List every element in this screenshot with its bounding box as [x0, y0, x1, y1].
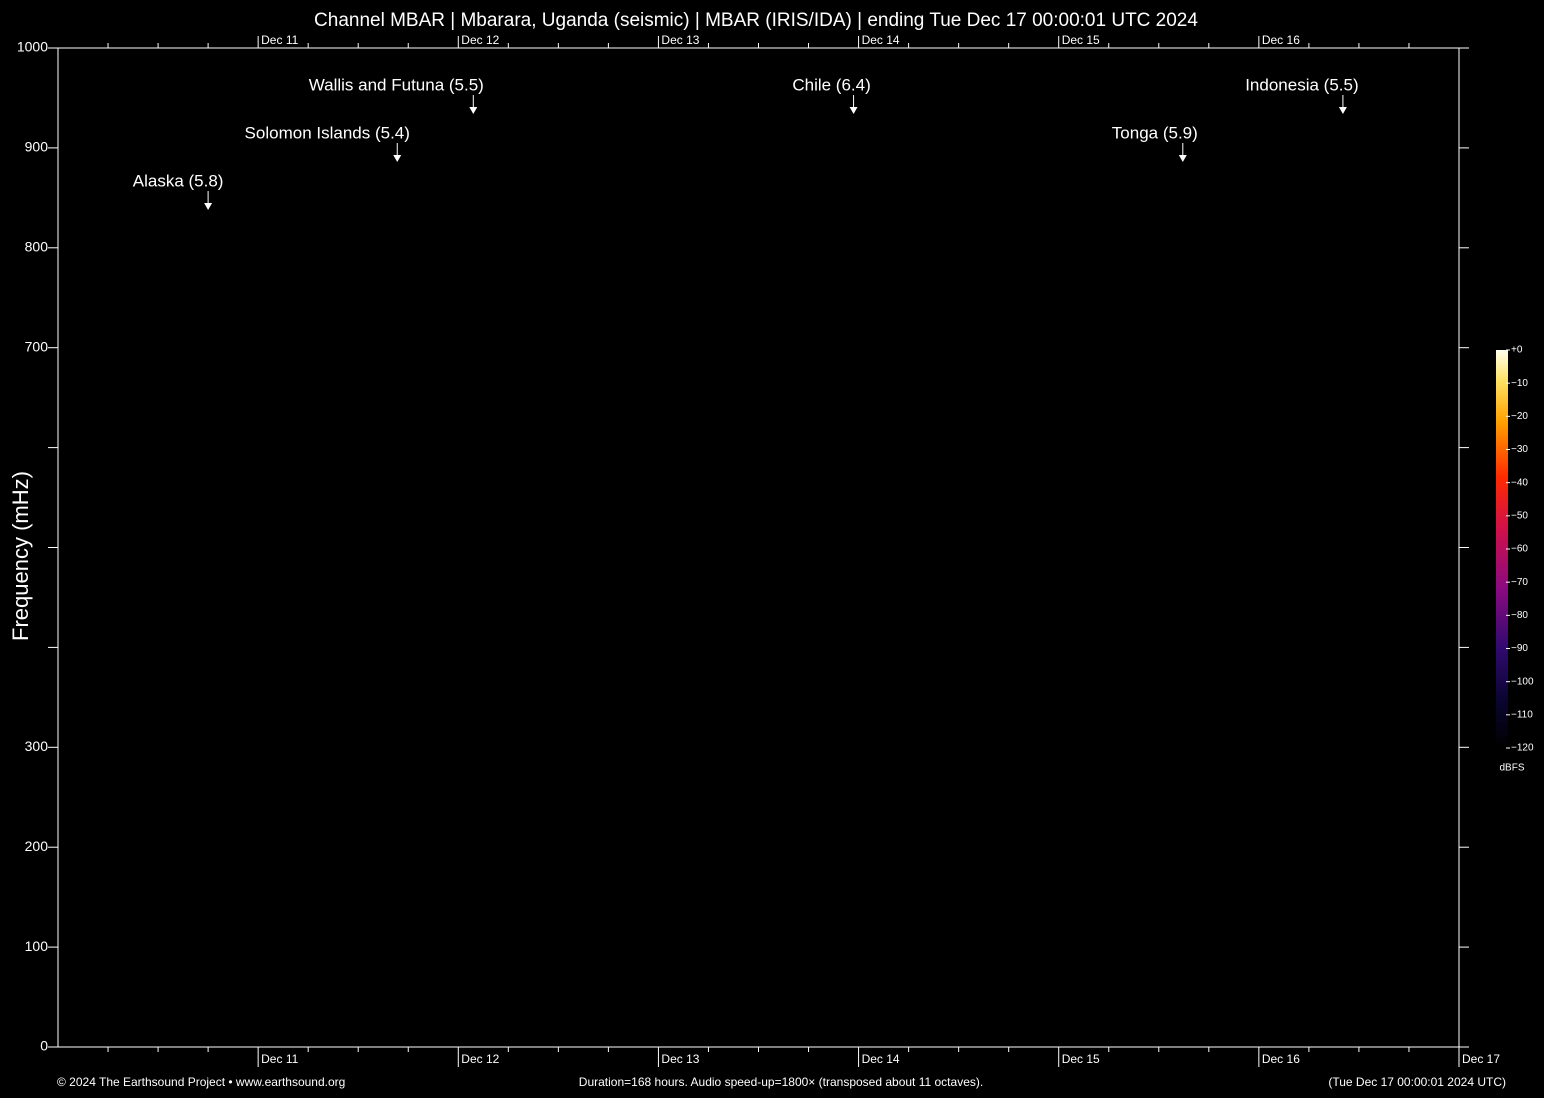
colorbar-tick-label: −60	[1511, 544, 1528, 555]
x-tick-label: Dec 17	[1462, 1052, 1500, 1066]
footer-left: © 2024 The Earthsound Project • www.eart…	[57, 1075, 345, 1089]
event-label: Wallis and Futuna (5.5)	[309, 75, 484, 94]
footer-right: (Tue Dec 17 00:00:01 2024 UTC)	[1328, 1075, 1506, 1089]
event-arrow	[1338, 107, 1347, 114]
y-tick-label: 1000	[17, 39, 48, 55]
x-tick-label: Dec 11	[261, 1052, 298, 1066]
x-tick-label-top: Dec 13	[661, 33, 699, 47]
colorbar-tick-label: −80	[1511, 610, 1528, 621]
event-label: Indonesia (5.5)	[1245, 75, 1358, 94]
y-tick-label: 700	[25, 338, 49, 354]
y-tick-label: 0	[40, 1038, 48, 1054]
event-arrow	[469, 107, 478, 114]
y-tick-label: 100	[25, 938, 49, 954]
colorbar-tick-label: −40	[1511, 477, 1528, 488]
colorbar	[1496, 350, 1508, 748]
x-tick-label-top: Dec 12	[461, 33, 499, 47]
footer-center: Duration=168 hours. Audio speed-up=1800×…	[579, 1075, 983, 1089]
event-label: Alaska (5.8)	[133, 171, 224, 190]
x-tick-label: Dec 14	[862, 1052, 900, 1066]
plot-area	[57, 47, 1460, 1048]
x-tick-label-top: Dec 15	[1062, 33, 1100, 47]
colorbar-tick-label: −70	[1511, 577, 1528, 588]
colorbar-tick-label: +0	[1511, 345, 1523, 356]
colorbar-tick-label: −90	[1511, 643, 1528, 654]
event-arrow	[1178, 155, 1187, 162]
x-tick-label-top: Dec 11	[261, 33, 298, 47]
colorbar-tick-label: −20	[1511, 411, 1528, 422]
colorbar-tick-label: −110	[1511, 709, 1533, 720]
x-tick-label: Dec 12	[461, 1052, 499, 1066]
y-tick-label: 300	[25, 738, 49, 754]
event-label: Tonga (5.9)	[1112, 123, 1198, 142]
colorbar-label: dBFS	[1499, 763, 1524, 774]
y-tick-label: 900	[25, 139, 49, 155]
event-arrow	[204, 203, 213, 210]
colorbar-tick-label: −10	[1511, 378, 1528, 389]
colorbar-tick-label: −30	[1511, 444, 1528, 455]
colorbar-tick-label: −120	[1511, 743, 1534, 754]
x-tick-label: Dec 13	[661, 1052, 699, 1066]
x-tick-label: Dec 15	[1062, 1052, 1100, 1066]
x-tick-label: Dec 16	[1262, 1052, 1300, 1066]
y-tick-label: 200	[25, 838, 49, 854]
colorbar-tick-label: −50	[1511, 510, 1528, 521]
y-tick-label: 800	[25, 239, 49, 255]
event-label: Solomon Islands (5.4)	[245, 123, 410, 142]
event-arrow	[393, 155, 402, 162]
chart-title: Channel MBAR | Mbarara, Uganda (seismic)…	[314, 10, 1198, 31]
y-axis-label: Frequency (mHz)	[8, 471, 33, 641]
x-tick-label-top: Dec 14	[862, 33, 900, 47]
colorbar-tick-label: −100	[1511, 676, 1534, 687]
event-arrow	[849, 107, 858, 114]
event-label: Chile (6.4)	[792, 75, 870, 94]
x-tick-label-top: Dec 16	[1262, 33, 1300, 47]
